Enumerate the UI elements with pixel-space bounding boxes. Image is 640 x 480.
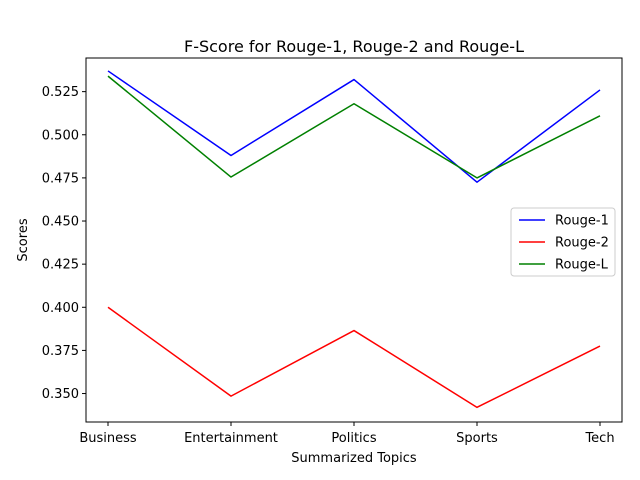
legend-label: Rouge-1 (555, 214, 609, 229)
y-tick-label: 0.400 (42, 301, 79, 316)
series-line-rouge-1 (107, 70, 601, 183)
x-tick-label: Tech (584, 431, 614, 446)
chart-title: F-Score for Rouge-1, Rouge-2 and Rouge-L (184, 37, 524, 56)
x-tick-label: Entertainment (184, 431, 278, 446)
x-tick-label: Politics (331, 431, 376, 446)
y-tick-label: 0.450 (42, 215, 79, 230)
series-line-rouge-2 (107, 306, 601, 409)
y-tick-label: 0.425 (42, 258, 79, 273)
y-tick-label: 0.475 (42, 171, 79, 186)
y-tick-label: 0.375 (42, 344, 79, 359)
x-axis-title: Summarized Topics (291, 451, 417, 466)
y-axis-title: Scores (16, 218, 31, 261)
legend: Rouge-1 Rouge-2 Rouge-L (510, 207, 616, 277)
y-tick-label: 0.525 (42, 85, 79, 100)
y-tick-label: 0.350 (42, 387, 79, 402)
legend-label: Rouge-2 (555, 236, 609, 251)
x-axis: Business Entertainment Politics Sports Tech (79, 422, 615, 446)
x-tick-label: Business (79, 431, 137, 446)
plot-lines (107, 70, 601, 409)
y-tick-label: 0.500 (42, 128, 79, 143)
x-tick-label: Sports (456, 431, 498, 446)
legend-box (510, 207, 616, 277)
series-line-rouge-l (107, 75, 601, 179)
legend-label: Rouge-L (555, 258, 609, 273)
y-axis: 0.350 0.375 0.400 0.425 0.450 0.475 0.500 0.525 (42, 85, 86, 402)
